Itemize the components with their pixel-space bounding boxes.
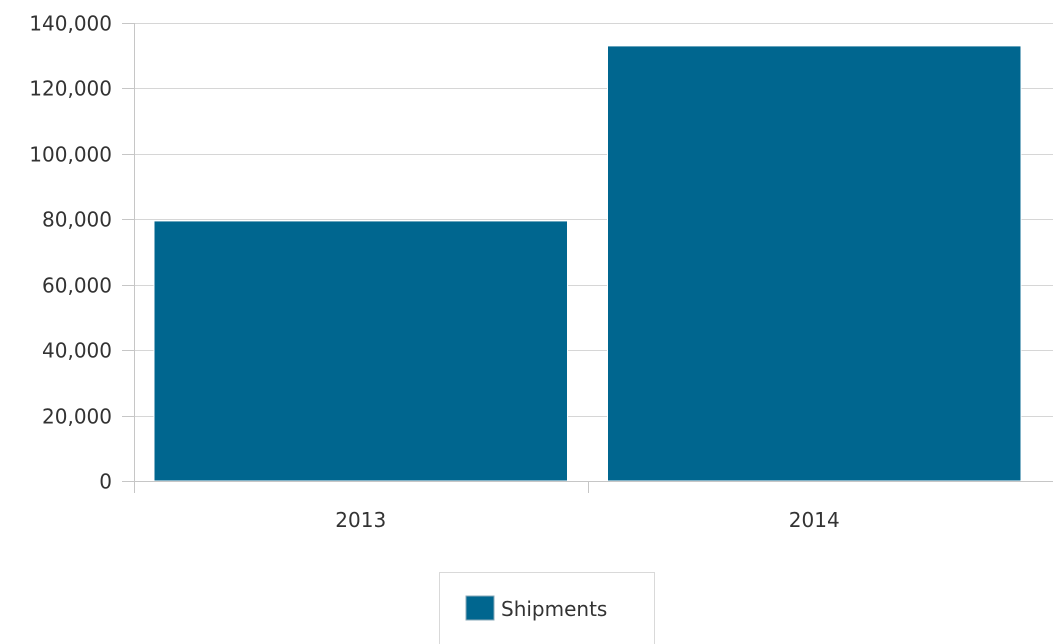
y-tick-label: 120,000 — [29, 77, 112, 101]
bars — [153, 45, 1022, 482]
legend-swatch — [465, 595, 495, 621]
y-tick-label: 100,000 — [29, 143, 112, 167]
y-tick-label: 140,000 — [29, 12, 112, 36]
y-tick-label: 80,000 — [42, 208, 112, 232]
y-tick-label: 20,000 — [42, 405, 112, 429]
x-tick-label: 2014 — [789, 508, 840, 532]
legend-box — [439, 572, 655, 644]
y-tick-label: 0 — [99, 470, 112, 494]
y-axis: 0 20,000 40,000 60,000 80,000 100,000 120,000 1… — [29, 12, 135, 494]
x-tick-label: 2013 — [335, 508, 386, 532]
y-tick-label: 60,000 — [42, 274, 112, 298]
x-axis: 2013 2014 — [134, 481, 1053, 532]
bar-2013[interactable] — [153, 220, 568, 482]
y-tick-label: 40,000 — [42, 339, 112, 363]
bar-2014[interactable] — [607, 45, 1022, 482]
legend[interactable]: Shipments — [439, 572, 655, 644]
legend-label: Shipments — [501, 597, 607, 621]
